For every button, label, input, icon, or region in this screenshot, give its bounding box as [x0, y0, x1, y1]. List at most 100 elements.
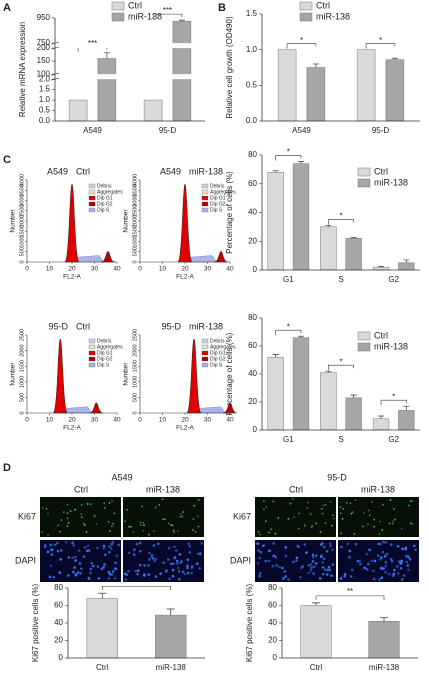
- cell-dot: [74, 573, 78, 577]
- cell-dot: [80, 513, 83, 516]
- cell-dot: [173, 531, 175, 534]
- bar: [143, 99, 163, 122]
- y-tick-label: 1500: [132, 360, 138, 372]
- cell-dot: [177, 530, 179, 533]
- cell-dot: [373, 559, 377, 563]
- x-axis-label: FL2-A: [63, 274, 81, 281]
- significance-bracket: [380, 399, 407, 406]
- cell-dot: [322, 557, 326, 561]
- x-tick-label: G2: [388, 275, 399, 284]
- micrograph: [255, 497, 336, 537]
- cell-dot: [368, 548, 371, 552]
- cell-dot: [297, 527, 300, 530]
- y-tick-label: 2500: [132, 329, 138, 341]
- flow-legend-label: Dip G1: [210, 350, 226, 356]
- y-tick-label: 950: [37, 13, 51, 22]
- cell-dot: [277, 516, 280, 519]
- cell-dot: [362, 512, 365, 514]
- cell-dot: [67, 556, 71, 559]
- error-bar: [403, 259, 410, 263]
- cell-dot: [129, 525, 132, 528]
- y-tick-label: 1.0: [39, 95, 51, 104]
- cell-dot: [399, 567, 403, 570]
- cell-dot: [321, 566, 325, 569]
- cell-dot: [136, 572, 139, 576]
- cell-dot: [193, 504, 196, 507]
- cell-dot: [348, 555, 351, 559]
- cell-dot: [363, 566, 367, 570]
- cell-dot: [162, 518, 165, 520]
- cell-dot: [314, 554, 318, 558]
- cell-dot: [196, 515, 199, 518]
- legend-swatch: [357, 331, 371, 341]
- cell-dot: [339, 577, 343, 580]
- cell-dot: [414, 548, 417, 551]
- x-tick-label: 10: [159, 266, 167, 273]
- cell-dot: [197, 525, 200, 528]
- cell-dot: [259, 550, 263, 554]
- x-tick-label: 40: [226, 417, 234, 424]
- cell-dot: [376, 554, 380, 557]
- cell-dot: [328, 568, 332, 572]
- row-label: DAPI: [15, 555, 36, 565]
- cell-dot: [52, 575, 56, 579]
- cell-dot: [393, 508, 395, 511]
- cell-dot: [384, 564, 388, 568]
- cell-dot: [103, 506, 106, 509]
- cell-dot: [176, 566, 180, 570]
- cell-dot: [139, 521, 142, 524]
- cell-dot: [307, 571, 311, 575]
- y-tick-label: 3000: [19, 194, 25, 206]
- x-tick-label: miR-138: [156, 663, 187, 672]
- cell-dot: [154, 558, 158, 561]
- column-label: Ctrl: [74, 484, 88, 494]
- cell-dot: [367, 523, 369, 526]
- y-axis-label: Number: [123, 362, 130, 386]
- cell-dot: [395, 565, 399, 568]
- flow-g2-peak: [223, 402, 237, 414]
- y-tick-label: 3500: [19, 184, 25, 196]
- x-tick-label: S: [338, 435, 343, 444]
- cell-dot: [110, 573, 114, 576]
- y-tick-label: 0: [273, 653, 278, 662]
- cell-dot: [400, 527, 403, 530]
- cell-dot: [147, 564, 150, 567]
- cell-dot: [396, 544, 400, 548]
- cell-dot: [167, 522, 170, 525]
- cell-dot: [102, 547, 106, 550]
- bar: [300, 605, 332, 659]
- cell-dot: [407, 568, 410, 572]
- legend-swatch: [111, 1, 125, 11]
- cell-dot: [143, 564, 146, 567]
- flow-g2-peak: [101, 251, 115, 263]
- cell-dot: [41, 531, 43, 534]
- bar: [292, 337, 310, 431]
- cell-dot: [391, 522, 394, 525]
- cell-dot: [321, 512, 324, 515]
- micrograph: [40, 540, 121, 582]
- x-tick-label: 0: [138, 266, 142, 273]
- y-tick-label: 20: [54, 636, 63, 645]
- y-tick-label: 1000: [19, 235, 25, 247]
- cell-dot: [306, 501, 309, 504]
- flow-legend-swatch: [88, 189, 96, 195]
- cell-dot: [148, 558, 151, 561]
- cell-dot: [314, 562, 318, 565]
- cell-dot: [188, 544, 192, 548]
- significance-bracket: [286, 43, 317, 49]
- cell-dot: [365, 552, 369, 556]
- cell-dot: [323, 545, 326, 549]
- cell-dot: [50, 548, 53, 552]
- cell-dot: [80, 567, 83, 570]
- error-bar: [378, 266, 385, 268]
- cell-dot: [409, 522, 412, 525]
- legend-label: miR-138: [316, 11, 350, 21]
- cell-dot: [310, 566, 313, 569]
- cell-dot: [353, 532, 356, 535]
- significance-label: *: [339, 212, 342, 221]
- cell-dot: [354, 542, 358, 546]
- y-tick-label: 500: [132, 247, 138, 256]
- y-tick-label: 0: [19, 260, 25, 263]
- cell-dot: [124, 578, 128, 582]
- cell-dot: [264, 520, 267, 523]
